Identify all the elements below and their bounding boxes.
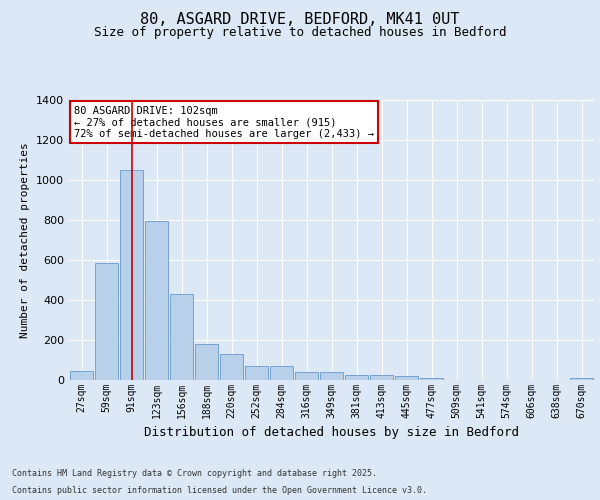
Text: Contains public sector information licensed under the Open Government Licence v3: Contains public sector information licen… <box>12 486 427 495</box>
Bar <box>145 221 169 380</box>
Bar <box>269 366 293 380</box>
Bar <box>569 378 593 380</box>
Y-axis label: Number of detached properties: Number of detached properties <box>20 142 31 338</box>
Bar <box>370 375 394 380</box>
X-axis label: Distribution of detached houses by size in Bedford: Distribution of detached houses by size … <box>144 426 519 440</box>
Bar <box>295 372 319 380</box>
Bar <box>344 374 368 380</box>
Bar <box>170 294 193 380</box>
Text: Size of property relative to detached houses in Bedford: Size of property relative to detached ho… <box>94 26 506 39</box>
Bar <box>395 376 418 380</box>
Text: 80 ASGARD DRIVE: 102sqm
← 27% of detached houses are smaller (915)
72% of semi-d: 80 ASGARD DRIVE: 102sqm ← 27% of detache… <box>74 106 374 139</box>
Bar <box>419 378 443 380</box>
Text: 80, ASGARD DRIVE, BEDFORD, MK41 0UT: 80, ASGARD DRIVE, BEDFORD, MK41 0UT <box>140 12 460 28</box>
Bar <box>95 263 118 380</box>
Bar <box>70 371 94 380</box>
Bar <box>220 354 244 380</box>
Bar <box>119 170 143 380</box>
Text: Contains HM Land Registry data © Crown copyright and database right 2025.: Contains HM Land Registry data © Crown c… <box>12 468 377 477</box>
Bar <box>320 372 343 380</box>
Bar <box>245 366 268 380</box>
Bar <box>194 344 218 380</box>
